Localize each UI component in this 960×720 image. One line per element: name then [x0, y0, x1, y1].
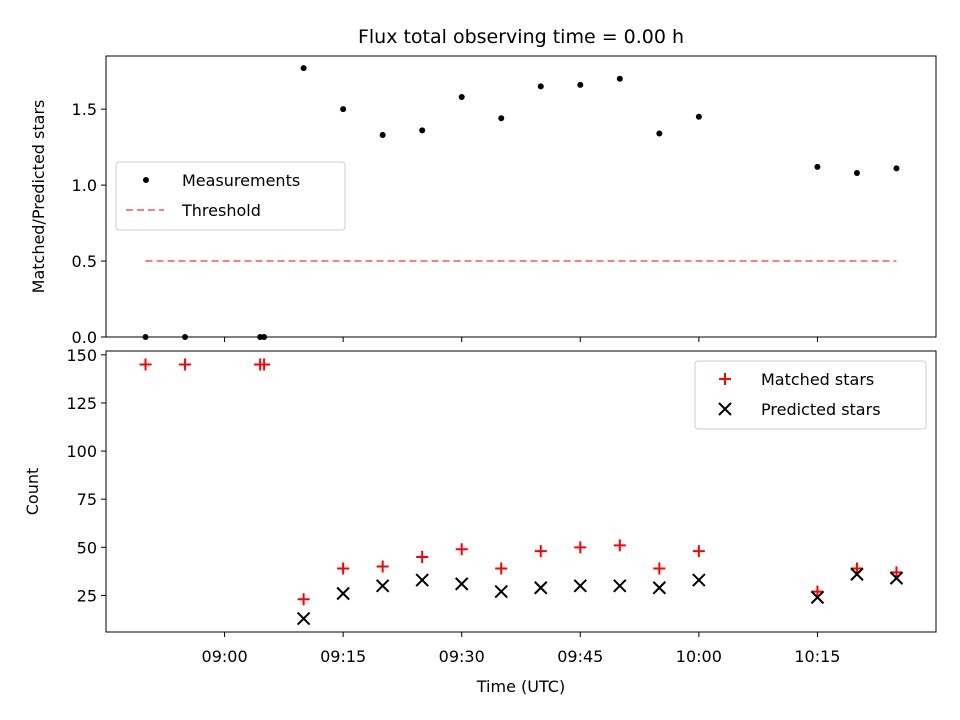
data-point [613, 579, 627, 593]
data-point [574, 541, 587, 554]
x-tick-label: 10:00 [676, 647, 722, 666]
y-axis-label: Matched/Predicted stars [29, 100, 48, 294]
y-tick-label: 75 [77, 490, 97, 509]
data-point [297, 593, 310, 606]
data-point [814, 163, 821, 170]
plot-frame [105, 350, 937, 633]
data-point [337, 562, 350, 575]
data-point [296, 611, 311, 626]
chart-panel-1: 0.0 0.5 1.0 1.5 Matched/Predicted stars Flux … [29, 26, 937, 347]
x-tick-label: 09:15 [320, 647, 366, 666]
legend: Matched stars Predicted stars [694, 360, 927, 430]
legend-box [694, 360, 927, 430]
y-tick-label: 125 [66, 394, 97, 413]
legend-label: Threshold [181, 201, 261, 220]
legend-label: Matched stars [761, 370, 874, 389]
y-tick-label: 1.5 [72, 100, 97, 119]
data-point [692, 545, 705, 558]
data-point [890, 566, 903, 579]
data-point [889, 571, 904, 585]
data-point [534, 545, 547, 558]
legend-label: Predicted stars [761, 400, 881, 419]
y-tick-label: 1.0 [72, 176, 97, 195]
y-tick-label: 150 [66, 346, 97, 365]
series-predicted-stars [296, 567, 904, 626]
data-point [498, 115, 505, 122]
data-point [336, 586, 350, 601]
data-point [139, 358, 152, 371]
data-point [300, 65, 307, 72]
y-tick-label: 25 [77, 586, 97, 605]
data-point [142, 334, 149, 340]
legend-label: Measurements [182, 171, 300, 190]
data-point [534, 581, 548, 595]
series-measurements [142, 65, 900, 340]
x-tick-label: 09:00 [202, 647, 248, 666]
data-point [379, 131, 386, 138]
data-point [653, 562, 666, 575]
y-tick-label: 0.0 [72, 328, 97, 347]
data-point [261, 334, 268, 340]
data-point [376, 560, 389, 573]
data-point [577, 81, 584, 88]
data-point [537, 83, 544, 90]
chart-title: Flux total observing time = 0.00 h [358, 26, 684, 48]
data-point [652, 581, 667, 595]
data-point [810, 590, 825, 605]
x-tick-label: 09:45 [557, 647, 603, 666]
data-point [458, 94, 465, 101]
data-point [850, 562, 863, 575]
x-axis-label: Time (UTC) [476, 677, 565, 696]
data-point [893, 165, 900, 172]
data-point [179, 358, 192, 371]
data-point [613, 539, 626, 552]
data-point [455, 577, 469, 591]
chart-panel-2: 25 50 75 100 125 150 09:00 09:15 09:30 09:45 10:00… [23, 346, 937, 696]
data-point [258, 358, 271, 371]
data-point [340, 106, 347, 113]
y-tick-label: 50 [77, 538, 97, 557]
data-point [695, 113, 702, 120]
legend-marker [143, 177, 149, 183]
data-point [616, 75, 623, 82]
data-point [419, 127, 426, 134]
data-point [573, 579, 587, 593]
data-point [494, 584, 508, 599]
data-point [182, 334, 189, 340]
data-point [495, 562, 508, 575]
y-tick-label: 100 [66, 442, 97, 461]
data-point [416, 550, 429, 563]
data-point [375, 579, 390, 593]
x-tick-label: 09:30 [439, 647, 485, 666]
data-point [811, 585, 824, 598]
y-axis-label: Count [23, 468, 42, 516]
data-point [656, 130, 663, 137]
data-point [850, 567, 864, 581]
data-point [692, 573, 706, 587]
series-matched-stars [139, 358, 903, 606]
y-tick-label: 0.5 [72, 252, 97, 271]
legend-marker [719, 373, 731, 385]
legend: Measurements Threshold [115, 161, 346, 231]
legend-box [115, 161, 346, 231]
data-point [853, 169, 860, 176]
data-point [415, 573, 429, 587]
legend-marker [718, 402, 732, 416]
x-tick-label: 10:15 [794, 647, 840, 666]
data-point [455, 543, 468, 556]
plot-frame [105, 55, 937, 338]
